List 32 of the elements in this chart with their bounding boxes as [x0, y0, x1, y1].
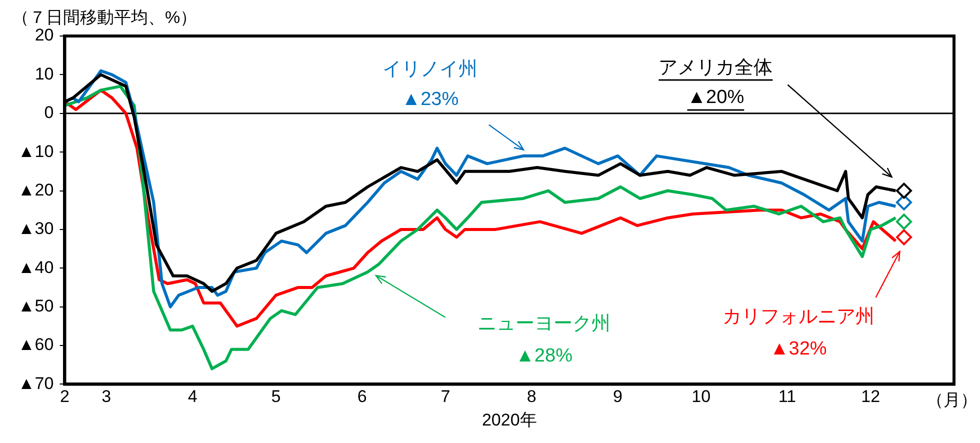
x-tick-label: 5: [271, 387, 281, 406]
x-tick-label: 9: [613, 387, 622, 406]
y-tick-label: ▲40: [18, 258, 54, 277]
text: カリフォルニア州: [722, 306, 874, 328]
x-tick-label: 4: [188, 387, 198, 406]
x-tick-label: 12: [861, 387, 880, 406]
y-tick-label: ▲60: [18, 335, 54, 354]
x-tick-label: 8: [526, 387, 536, 406]
y-tick-label: 20: [34, 26, 54, 45]
y-tick-label: ▲30: [18, 219, 54, 238]
y-tick-label: ▲10: [18, 142, 54, 161]
x-tick-label: 6: [357, 387, 367, 406]
x-tick-label: 10: [692, 387, 711, 406]
x-axis-title: 2020年: [482, 410, 537, 430]
y-tick-label: ▲50: [18, 296, 54, 316]
y-tick-label: 0: [44, 103, 54, 122]
text: アメリカ全体: [658, 57, 773, 78]
annotation: ▲23%: [402, 88, 459, 110]
x-tick-label: 3: [102, 387, 112, 406]
y-tick-label: 10: [34, 64, 54, 84]
x-tick-label: 11: [778, 387, 796, 406]
annotation: ▲28%: [516, 346, 573, 367]
annotation: ▲32%: [770, 338, 827, 360]
y-axis-title: （７日間移動平均、%）: [12, 8, 198, 28]
annotation: ▲20%: [687, 87, 744, 108]
x-tick-label: 2: [60, 387, 70, 406]
text: ニューヨーク州: [478, 314, 611, 335]
text: イリノイ州: [382, 59, 478, 80]
x-tick-label: 7: [440, 387, 450, 406]
text: （月）: [926, 390, 978, 410]
y-tick-label: ▲20: [18, 180, 54, 200]
y-tick-label: ▲70: [18, 374, 54, 393]
